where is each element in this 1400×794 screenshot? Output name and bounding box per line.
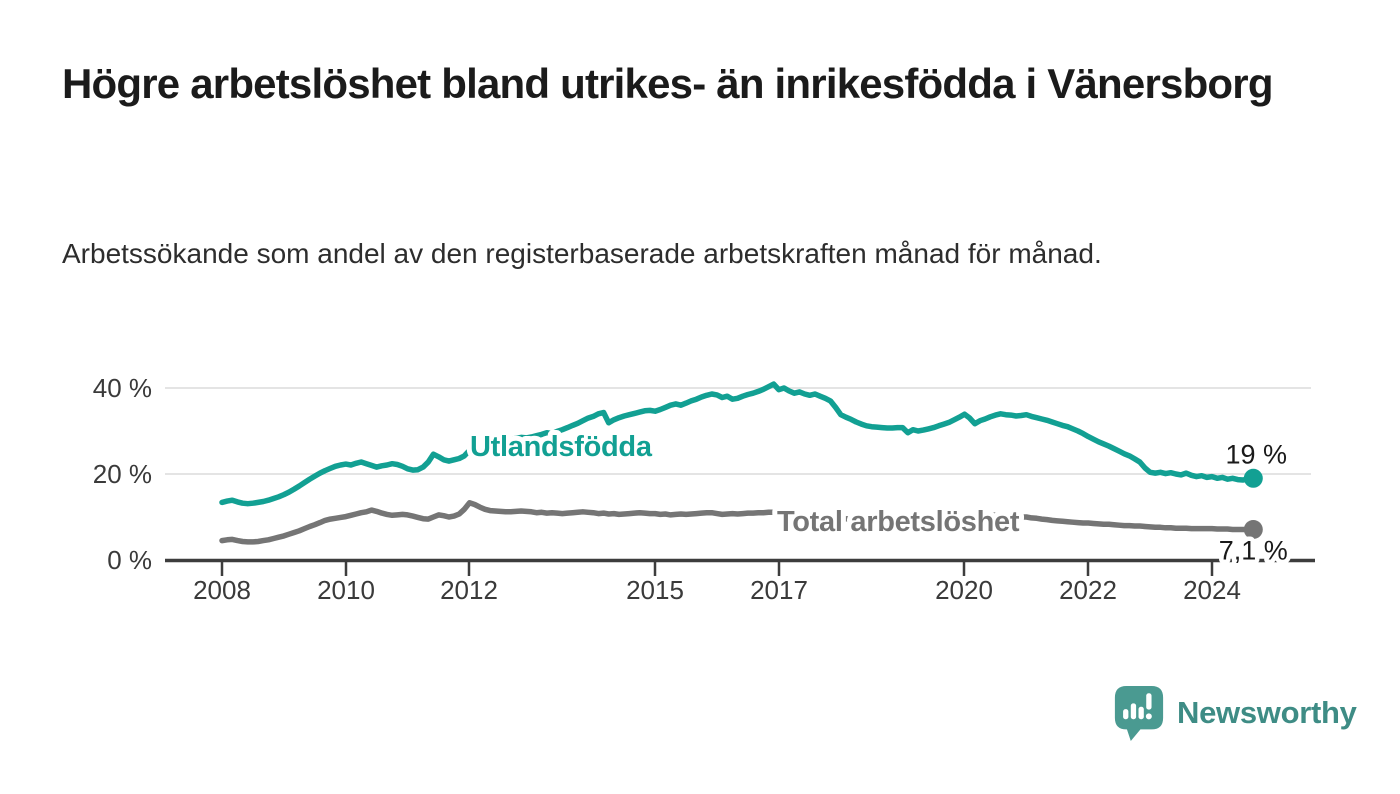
brand-name: Newsworthy [1177,695,1357,730]
total-arbetsloshet-line [219,500,1257,545]
x-tick-label-2020: 2020 [935,575,993,605]
gridlines [165,387,1311,475]
x-tick-label-2024: 2024 [1183,575,1241,605]
utlandsfodda-line [219,381,1257,507]
total-arbetsloshet-end-dot [1243,520,1263,539]
total-arbetsloshet-end-value: 7,1 % [1219,536,1288,566]
x-axis-ticks [220,560,1214,576]
x-tick-label-2010: 2010 [317,575,375,605]
brand-footer: Newsworthy [1112,682,1357,744]
exclamation-bar [1146,693,1152,710]
mini-bar-chart-glyph [1123,693,1152,720]
chart-title: Högre arbetslöshet bland utrikes- än inr… [62,60,1274,107]
y-tick-label-20: 20 % [93,459,152,489]
x-tick-label-2008: 2008 [193,575,251,605]
exclamation-dot [1145,713,1152,720]
x-tick-label-2022: 2022 [1059,575,1117,605]
x-axis-labels: 2008 2010 2012 2015 2017 2020 2022 2024 [193,575,1241,605]
y-tick-label-40: 40 % [93,373,152,403]
y-tick-label-0: 0 % [107,545,152,575]
utlandsfodda-series-label: Utlandsfödda [470,431,653,463]
x-tick-label-2012: 2012 [440,575,498,605]
x-tick-label-2015: 2015 [626,575,684,605]
x-tick-label-2017: 2017 [750,575,808,605]
utlandsfodda-end-value: 19 % [1226,439,1288,469]
utlandsfodda-end-dot [1243,468,1263,488]
chart-subtitle: Arbetssökande som andel av den registerb… [62,238,1102,269]
y-axis-labels: 40 % 20 % 0 % [93,373,152,575]
newsworthy-logo-icon [1114,686,1164,741]
total-arbetsloshet-series-label: Total arbetslöshet [777,506,1020,538]
